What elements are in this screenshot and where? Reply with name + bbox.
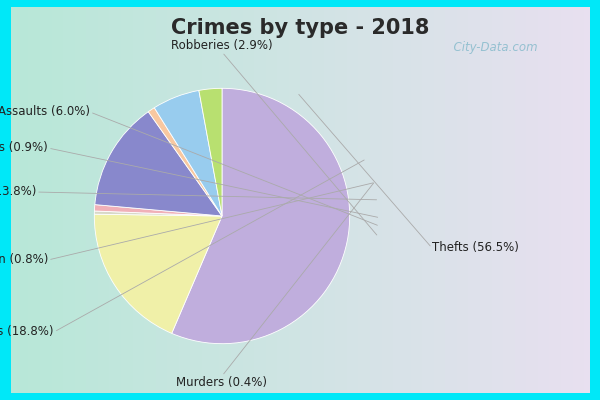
- Wedge shape: [199, 88, 222, 216]
- Text: Assaults (6.0%): Assaults (6.0%): [0, 106, 90, 118]
- Text: Burglaries (13.8%): Burglaries (13.8%): [0, 186, 36, 198]
- Text: Arson (0.8%): Arson (0.8%): [0, 254, 48, 266]
- Text: Auto thefts (18.8%): Auto thefts (18.8%): [0, 326, 54, 338]
- Wedge shape: [148, 108, 222, 216]
- Text: Murders (0.4%): Murders (0.4%): [176, 376, 268, 389]
- Wedge shape: [94, 204, 222, 216]
- Wedge shape: [94, 214, 222, 333]
- Text: Rapes (0.9%): Rapes (0.9%): [0, 142, 48, 154]
- Text: Crimes by type - 2018: Crimes by type - 2018: [171, 18, 429, 38]
- Text: Thefts (56.5%): Thefts (56.5%): [432, 242, 519, 254]
- Wedge shape: [172, 88, 350, 344]
- Wedge shape: [95, 112, 222, 216]
- Wedge shape: [154, 90, 222, 216]
- Text: Robberies (2.9%): Robberies (2.9%): [171, 39, 273, 52]
- Text: City-Data.com: City-Data.com: [446, 42, 538, 54]
- Wedge shape: [94, 211, 222, 216]
